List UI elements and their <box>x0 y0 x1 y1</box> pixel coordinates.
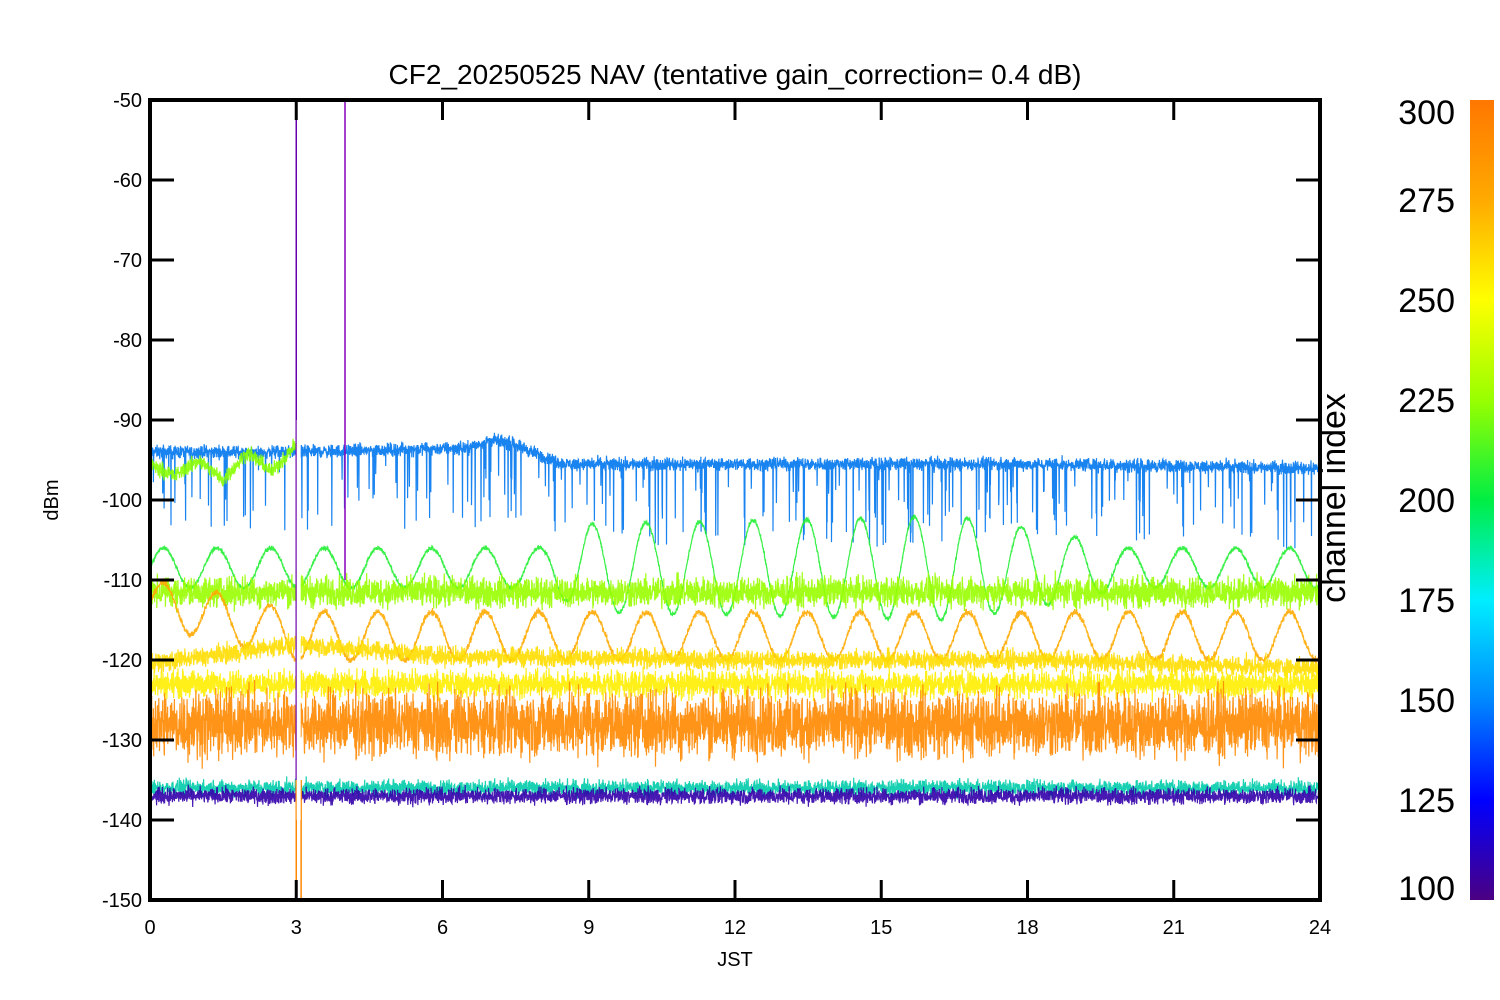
colorbar-tick-label: 125 <box>1398 782 1455 820</box>
colorbar-tick-label: 100 <box>1398 870 1455 908</box>
x-tick-label: 9 <box>583 917 594 939</box>
y-axis: -50 -60 -70 -80 -90 -100 -110 -120 -130 -140 -150 <box>102 90 1320 912</box>
x-tick-label: 18 <box>1016 917 1038 939</box>
x-tick-label: 24 <box>1309 917 1331 939</box>
plot-area <box>149 100 1321 900</box>
x-tick-label: 6 <box>437 917 448 939</box>
series-line-260-1 <box>149 438 297 487</box>
y-tick-label: -100 <box>102 490 142 512</box>
y-tick-label: -130 <box>102 730 142 752</box>
colorbar <box>1470 100 1494 900</box>
series-line-120-9 <box>149 784 1321 808</box>
colorbar-tick-label: 175 <box>1398 582 1455 620</box>
colorbar-tick-label: 150 <box>1398 682 1455 720</box>
y-tick-label: -140 <box>102 810 142 832</box>
colorbar-tick-label: 300 <box>1398 94 1455 132</box>
y-axis-label: dBm <box>41 479 63 520</box>
series-line-270-6 <box>149 665 1321 704</box>
y-tick-label: -80 <box>113 330 142 352</box>
colorbar-tick-label: 250 <box>1398 282 1455 320</box>
chart-title: CF2_20250525 NAV (tentative gain_correct… <box>389 59 1082 90</box>
colorbar-label: channel index <box>1315 393 1353 603</box>
x-axis-label: JST <box>717 949 753 971</box>
y-tick-label: -110 <box>103 570 142 592</box>
x-tick-label: 12 <box>724 917 746 939</box>
colorbar-ticks: 300 275 250 225 200 175 150 125 100 <box>1398 94 1455 908</box>
y-tick-label: -60 <box>113 170 142 192</box>
y-tick-label: -50 <box>113 90 142 112</box>
colorbar-tick-label: 200 <box>1398 482 1455 520</box>
x-axis: 0 3 6 9 12 15 18 21 24 <box>144 100 1331 939</box>
series-line-260-3 <box>149 570 1321 613</box>
x-tick-label: 3 <box>291 917 302 939</box>
y-tick-label: -150 <box>102 890 142 912</box>
x-tick-label: 15 <box>870 917 892 939</box>
series-line-285-4 <box>149 578 1321 665</box>
colorbar-tick-label: 225 <box>1398 382 1455 420</box>
colorbar-tick-label: 275 <box>1398 182 1455 220</box>
series-line-280-5 <box>149 632 1321 681</box>
y-tick-label: -90 <box>113 410 142 432</box>
x-tick-label: 21 <box>1163 917 1185 939</box>
series-line-150-0 <box>149 432 1321 549</box>
series-line-180-8 <box>149 776 1321 800</box>
y-tick-label: -120 <box>102 650 142 672</box>
x-tick-label: 0 <box>144 917 155 939</box>
y-tick-label: -70 <box>113 250 142 272</box>
series-line-295-7 <box>149 679 1321 769</box>
